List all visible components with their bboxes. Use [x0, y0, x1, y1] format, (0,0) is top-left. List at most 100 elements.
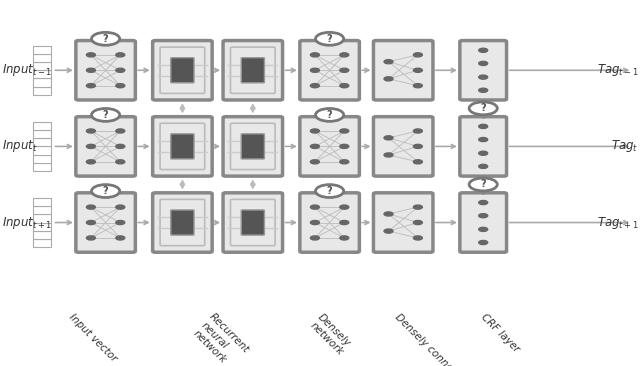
Circle shape [340, 220, 349, 225]
FancyBboxPatch shape [171, 210, 194, 235]
Circle shape [92, 32, 120, 45]
Circle shape [86, 84, 95, 88]
Circle shape [384, 153, 393, 157]
Circle shape [413, 144, 422, 149]
Circle shape [316, 184, 344, 198]
Circle shape [310, 160, 319, 164]
Text: $Input_{t-1}$: $Input_{t-1}$ [2, 62, 52, 78]
FancyBboxPatch shape [241, 58, 264, 83]
Bar [33, 138, 51, 146]
FancyBboxPatch shape [300, 193, 360, 252]
FancyBboxPatch shape [76, 41, 136, 100]
Circle shape [310, 144, 319, 149]
Circle shape [310, 53, 319, 57]
Circle shape [310, 220, 319, 225]
Text: $Tag_{t-1}$: $Tag_{t-1}$ [597, 62, 639, 78]
Circle shape [340, 68, 349, 72]
Circle shape [310, 84, 319, 88]
FancyBboxPatch shape [460, 41, 507, 100]
FancyBboxPatch shape [152, 193, 212, 252]
Circle shape [310, 68, 319, 72]
Circle shape [479, 240, 488, 244]
Circle shape [479, 201, 488, 205]
Circle shape [384, 136, 393, 140]
Circle shape [413, 53, 422, 57]
Circle shape [384, 77, 393, 81]
Circle shape [116, 68, 125, 72]
Circle shape [413, 68, 422, 72]
Text: $Tag_{t+1}$: $Tag_{t+1}$ [597, 214, 639, 231]
Text: ?: ? [327, 110, 332, 120]
FancyBboxPatch shape [241, 134, 264, 159]
FancyBboxPatch shape [300, 41, 360, 100]
Circle shape [340, 144, 349, 149]
Circle shape [384, 212, 393, 216]
Text: ?: ? [327, 186, 332, 196]
Circle shape [92, 184, 120, 198]
Circle shape [310, 236, 319, 240]
Circle shape [340, 160, 349, 164]
Text: ?: ? [103, 34, 108, 44]
Circle shape [384, 229, 393, 233]
Circle shape [479, 227, 488, 231]
Bar [33, 214, 51, 223]
Circle shape [340, 129, 349, 133]
Bar [33, 122, 51, 130]
Circle shape [479, 214, 488, 218]
Text: ?: ? [103, 110, 108, 120]
Circle shape [340, 53, 349, 57]
FancyBboxPatch shape [460, 193, 507, 252]
Circle shape [479, 48, 488, 52]
Bar [33, 87, 51, 95]
Circle shape [479, 88, 488, 92]
FancyBboxPatch shape [152, 41, 212, 100]
Text: ?: ? [327, 34, 332, 44]
Circle shape [86, 144, 95, 149]
Bar [33, 146, 51, 154]
Circle shape [479, 124, 488, 128]
FancyBboxPatch shape [374, 117, 433, 176]
Circle shape [116, 160, 125, 164]
Circle shape [413, 160, 422, 164]
Text: ?: ? [481, 179, 486, 190]
Circle shape [116, 84, 125, 88]
Bar [33, 198, 51, 206]
Circle shape [310, 129, 319, 133]
FancyBboxPatch shape [76, 193, 136, 252]
Circle shape [92, 108, 120, 122]
Circle shape [469, 102, 497, 115]
Text: $Tag_t$: $Tag_t$ [611, 138, 639, 154]
Bar [33, 46, 51, 54]
Circle shape [469, 178, 497, 191]
Bar [33, 154, 51, 163]
Circle shape [413, 84, 422, 88]
Bar [33, 70, 51, 78]
Circle shape [116, 53, 125, 57]
Bar [33, 78, 51, 87]
FancyBboxPatch shape [76, 117, 136, 176]
Bar [33, 130, 51, 138]
FancyBboxPatch shape [241, 210, 264, 235]
FancyBboxPatch shape [152, 117, 212, 176]
Circle shape [86, 205, 95, 209]
Text: ?: ? [103, 186, 108, 196]
Circle shape [116, 205, 125, 209]
FancyBboxPatch shape [374, 193, 433, 252]
Circle shape [86, 160, 95, 164]
Circle shape [340, 236, 349, 240]
FancyBboxPatch shape [374, 41, 433, 100]
Circle shape [116, 129, 125, 133]
FancyBboxPatch shape [171, 58, 194, 83]
Circle shape [86, 220, 95, 225]
Text: Densely
network: Densely network [308, 312, 353, 357]
FancyBboxPatch shape [223, 117, 283, 176]
Circle shape [479, 164, 488, 168]
Circle shape [86, 68, 95, 72]
Text: Input vector: Input vector [67, 312, 118, 364]
Text: ?: ? [481, 103, 486, 113]
FancyBboxPatch shape [300, 117, 360, 176]
Text: $Input_t$: $Input_t$ [2, 138, 38, 154]
Circle shape [384, 60, 393, 64]
Circle shape [413, 236, 422, 240]
Circle shape [413, 220, 422, 225]
